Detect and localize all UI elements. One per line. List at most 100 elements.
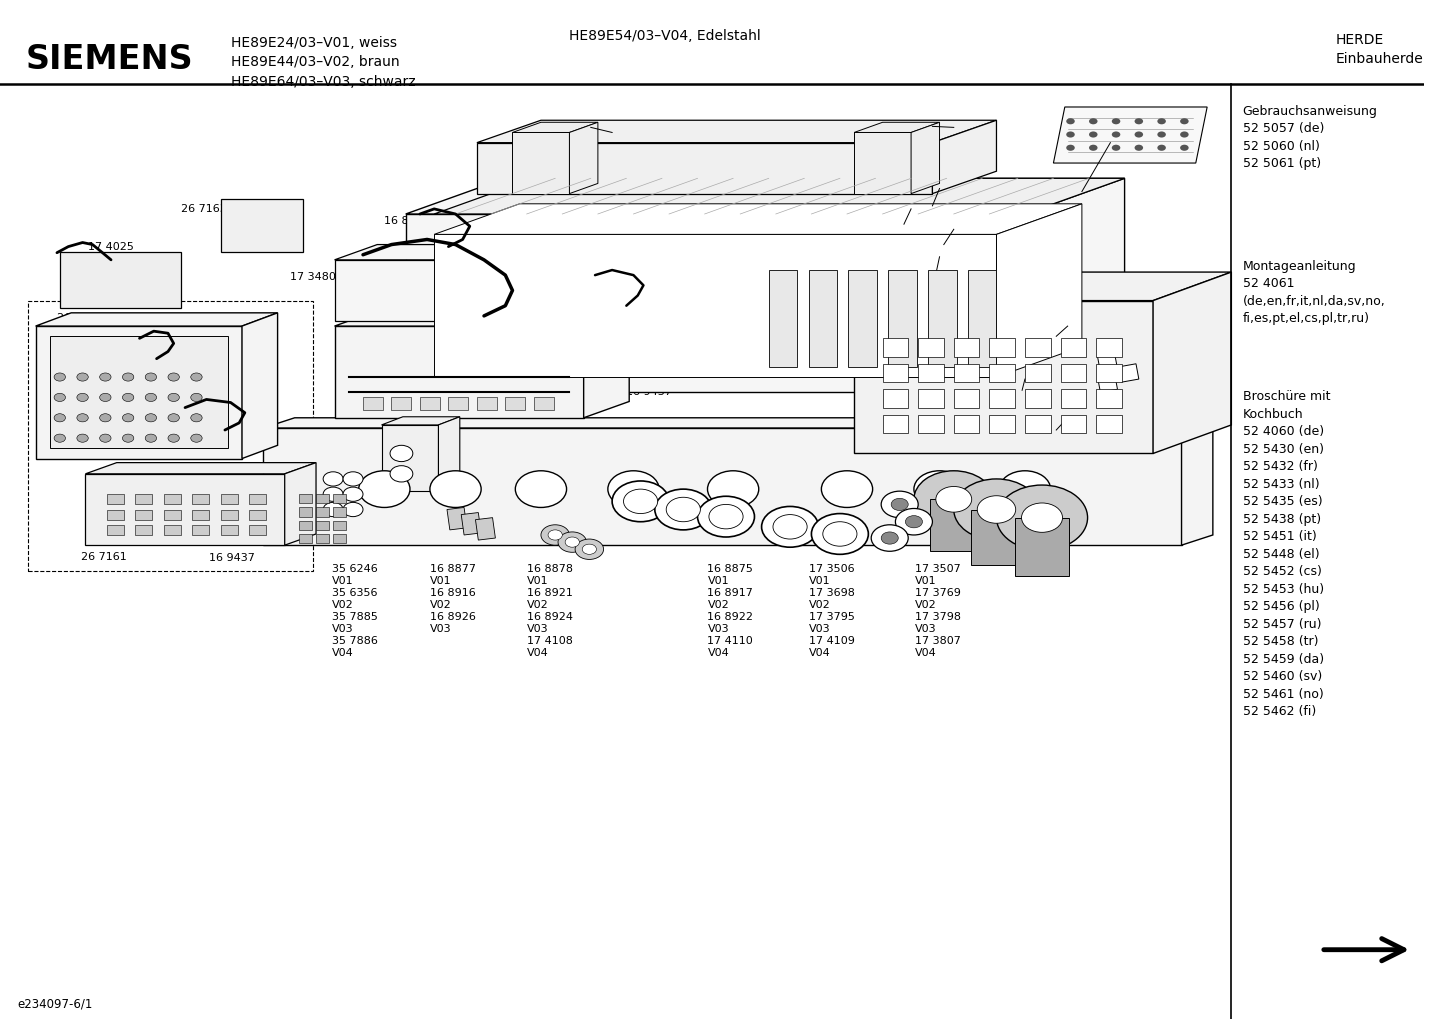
Circle shape: [565, 537, 580, 547]
Polygon shape: [989, 415, 1015, 433]
Polygon shape: [929, 270, 956, 367]
Polygon shape: [333, 507, 346, 517]
Polygon shape: [107, 525, 124, 535]
Circle shape: [146, 414, 157, 422]
Text: 17 3476: 17 3476: [205, 415, 251, 425]
Polygon shape: [505, 397, 525, 410]
Polygon shape: [848, 270, 877, 367]
Polygon shape: [1060, 338, 1086, 357]
Circle shape: [1135, 145, 1144, 151]
Polygon shape: [1096, 338, 1122, 357]
Circle shape: [389, 445, 412, 462]
Polygon shape: [85, 463, 316, 474]
Polygon shape: [264, 428, 1181, 545]
Polygon shape: [953, 389, 979, 408]
Circle shape: [123, 393, 134, 401]
Polygon shape: [59, 252, 180, 308]
Text: HERDE
Einbauherde: HERDE Einbauherde: [1335, 33, 1423, 66]
Circle shape: [123, 434, 134, 442]
Polygon shape: [1060, 415, 1086, 433]
Polygon shape: [192, 525, 209, 535]
Polygon shape: [584, 310, 629, 418]
Circle shape: [1112, 118, 1120, 124]
Circle shape: [881, 491, 919, 518]
Polygon shape: [911, 122, 940, 194]
Circle shape: [1112, 145, 1120, 151]
Circle shape: [1021, 503, 1063, 532]
Text: 16 8837: 16 8837: [1005, 390, 1051, 400]
Circle shape: [914, 471, 994, 528]
Circle shape: [167, 393, 179, 401]
Polygon shape: [335, 326, 584, 418]
Text: 15 0347: 15 0347: [1077, 190, 1123, 200]
Polygon shape: [333, 521, 346, 530]
Polygon shape: [382, 425, 438, 491]
Circle shape: [773, 515, 808, 539]
Polygon shape: [192, 510, 209, 520]
Polygon shape: [405, 214, 1025, 392]
Text: 16 7832: 16 7832: [516, 243, 562, 253]
Text: 26 7162: 26 7162: [56, 313, 102, 323]
Polygon shape: [769, 270, 797, 367]
Circle shape: [1089, 145, 1097, 151]
Polygon shape: [512, 122, 598, 132]
Polygon shape: [883, 338, 908, 357]
Circle shape: [655, 489, 712, 530]
Polygon shape: [1025, 364, 1051, 382]
Text: 16 9437: 16 9437: [626, 387, 672, 397]
Circle shape: [55, 434, 65, 442]
Polygon shape: [1025, 415, 1051, 433]
Polygon shape: [1025, 178, 1125, 392]
Polygon shape: [298, 507, 311, 517]
Circle shape: [541, 525, 570, 545]
Polygon shape: [1054, 107, 1207, 163]
Circle shape: [515, 471, 567, 507]
Circle shape: [812, 514, 868, 554]
Circle shape: [99, 434, 111, 442]
Text: 26 4469: 26 4469: [927, 245, 973, 255]
Circle shape: [1180, 131, 1188, 138]
Circle shape: [583, 544, 597, 554]
Text: HE89E54/03–V04, Edelstahl: HE89E54/03–V04, Edelstahl: [570, 29, 761, 43]
Text: 16 8875
V01
16 8917
V02
16 8922
V03
17 4110
V04: 16 8875 V01 16 8917 V02 16 8922 V03 17 4…: [708, 564, 754, 657]
Polygon shape: [989, 338, 1015, 357]
Polygon shape: [164, 510, 180, 520]
Polygon shape: [919, 338, 945, 357]
Polygon shape: [50, 336, 228, 448]
Circle shape: [881, 532, 898, 544]
Polygon shape: [1096, 415, 1122, 433]
Text: 17 4025: 17 4025: [88, 242, 134, 252]
Circle shape: [611, 481, 669, 522]
Polygon shape: [448, 397, 469, 410]
Circle shape: [146, 434, 157, 442]
Circle shape: [1066, 145, 1074, 151]
Polygon shape: [333, 494, 346, 503]
Polygon shape: [1119, 364, 1139, 382]
Polygon shape: [249, 494, 267, 504]
Text: 16 8877
V01
16 8916
V02
16 8926
V03: 16 8877 V01 16 8916 V02 16 8926 V03: [430, 564, 476, 634]
Polygon shape: [953, 415, 979, 433]
Circle shape: [609, 471, 659, 507]
Circle shape: [123, 373, 134, 381]
Circle shape: [167, 373, 179, 381]
Polygon shape: [264, 418, 1213, 428]
Text: 26 7163: 26 7163: [180, 204, 226, 214]
Text: 16 8878
V01
16 8921
V02
16 8924
V03
17 4108
V04: 16 8878 V01 16 8921 V02 16 8924 V03 17 4…: [526, 564, 572, 657]
Polygon shape: [534, 397, 554, 410]
Polygon shape: [335, 245, 584, 260]
Text: 16 8836: 16 8836: [324, 452, 371, 463]
Circle shape: [953, 479, 1040, 540]
Polygon shape: [461, 513, 482, 535]
Polygon shape: [1181, 418, 1213, 545]
Text: 16 9075: 16 9075: [557, 293, 603, 304]
Polygon shape: [512, 132, 570, 194]
Polygon shape: [1025, 389, 1051, 408]
Circle shape: [146, 393, 157, 401]
Circle shape: [1112, 131, 1120, 138]
Polygon shape: [434, 234, 996, 377]
Circle shape: [891, 498, 908, 511]
Circle shape: [99, 373, 111, 381]
Circle shape: [623, 489, 658, 514]
Text: 16 9098: 16 9098: [448, 340, 495, 351]
Polygon shape: [316, 494, 329, 503]
